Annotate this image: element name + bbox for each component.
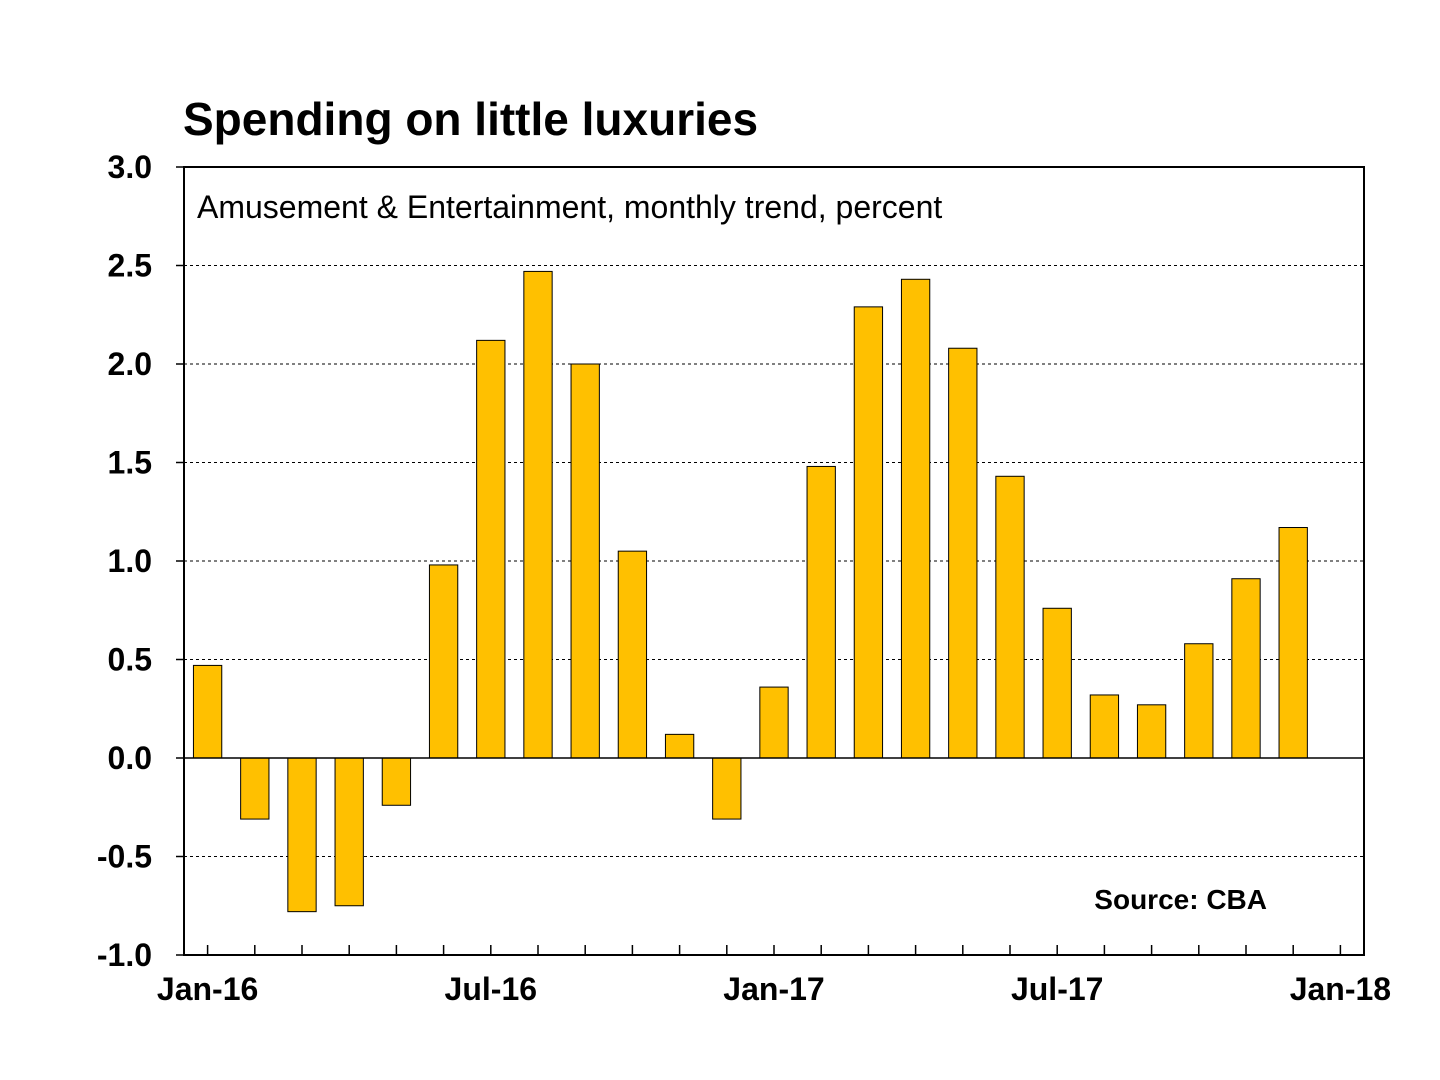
- y-tick-label: 1.5: [108, 445, 152, 481]
- x-tick-label: Jul-16: [445, 971, 537, 1007]
- y-tick-label: -1.0: [97, 937, 152, 973]
- bar-apr-17: [900, 278, 931, 759]
- x-tick-label: Jul-17: [1011, 971, 1103, 1007]
- bar-may-16: [381, 757, 412, 806]
- bar-aug-16: [523, 270, 553, 759]
- bars: [192, 270, 1308, 913]
- x-tick-label: Jan-17: [723, 971, 824, 1007]
- bar-jan-17: [759, 686, 789, 759]
- bar-jun-16: [428, 564, 459, 759]
- bar-oct-17: [1184, 643, 1214, 759]
- x-tick-label: Jan-16: [157, 971, 258, 1007]
- chart-subtitle: Amusement & Entertainment, monthly trend…: [197, 189, 942, 225]
- x-tick-label: Jan-18: [1290, 971, 1391, 1007]
- gridlines: [184, 265, 1364, 857]
- bar-dec-17: [1278, 527, 1308, 759]
- bar-feb-16: [240, 757, 270, 820]
- bar-nov-16: [664, 733, 695, 759]
- y-tick-label: 0.0: [108, 740, 152, 776]
- bar-nov-17: [1231, 578, 1261, 759]
- bar-dec-16: [712, 757, 742, 820]
- y-tick-label: 2.0: [108, 346, 152, 382]
- bar-aug-17: [1089, 694, 1120, 759]
- bar-sep-17: [1136, 704, 1167, 759]
- bar-jul-16: [476, 339, 506, 759]
- chart-title: Spending on little luxuries: [183, 93, 759, 145]
- bar-oct-16: [617, 550, 648, 759]
- bar-jun-17: [995, 475, 1025, 759]
- y-tick-label: 2.5: [108, 248, 152, 284]
- bar-mar-17: [853, 306, 884, 759]
- y-tick-label: 0.5: [108, 642, 152, 678]
- bar-may-17: [948, 347, 978, 759]
- bar-sep-16: [570, 363, 600, 759]
- bar-jul-17: [1042, 607, 1072, 759]
- bar-feb-17: [806, 465, 836, 759]
- y-tick-label: -0.5: [97, 839, 152, 875]
- bar-apr-16: [334, 757, 364, 907]
- y-axis: 3.0 2.5 2.0 1.5 1.0 0.5 0.0 -0.5 -1.0: [97, 149, 184, 973]
- x-axis: Jan-16 Jul-16 Jan-17 Jul-17 Jan-18: [157, 945, 1391, 1007]
- bar-mar-16: [287, 757, 317, 913]
- source-note: Source: CBA: [1094, 884, 1267, 915]
- bar-jan-16: [192, 664, 223, 759]
- y-tick-label: 3.0: [108, 149, 152, 185]
- y-tick-label: 1.0: [108, 543, 152, 579]
